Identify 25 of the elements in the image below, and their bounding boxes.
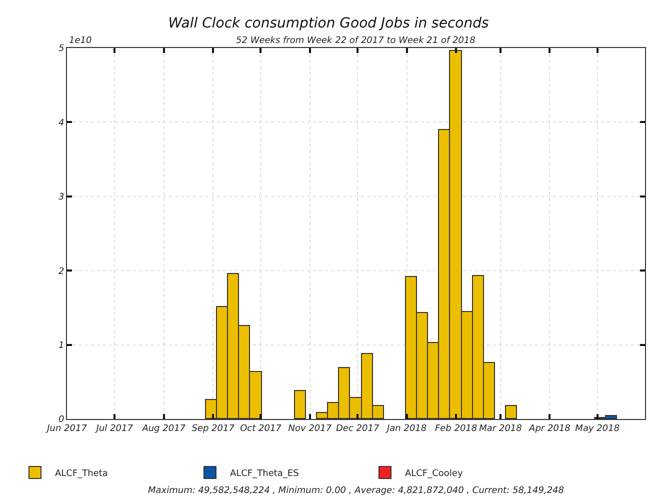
x-tick-label: Jun 2017 [45, 424, 88, 434]
legend-label: ALCF_Theta_ES [230, 468, 300, 479]
text: Maximum: 49,582,548,224 , Minimum: 0.00 , Average: 4,821,872,040 , Current: 58,149,248 [148, 486, 564, 496]
chart-title: Wall Clock consumption Good Jobs in seconds [168, 15, 489, 32]
y-tick-label: 2 [58, 266, 64, 277]
chart-subtitle: 52 Weeks from Week 22 of 2017 to Week 21 of 2018 [236, 36, 476, 46]
x-tick-label: Mar 2018 [479, 424, 522, 434]
y-tick-label: 3 [58, 192, 64, 203]
y-tick-label: 5 [58, 44, 64, 54]
x-tick-label: Dec 2017 [336, 424, 380, 434]
x-tick-label: Sep 2017 [192, 424, 235, 434]
x-tick-label: Oct 2017 [240, 424, 282, 434]
x-tick-label: Nov 2017 [288, 424, 332, 434]
x-tick-label: Aug 2017 [141, 424, 186, 434]
x-tick-label: Jan 2018 [384, 424, 427, 434]
x-tick-label: Feb 2018 [434, 424, 478, 434]
y-tick-label: 0 [58, 415, 64, 426]
y-tick-label: 1 [58, 340, 64, 351]
x-tick-label: Apr 2018 [528, 424, 571, 434]
x-tick-label: May 2018 [575, 424, 620, 434]
legend-label: ALCF_Cooley [404, 468, 464, 479]
text: 1e10 [69, 36, 92, 46]
x-tick-label: Jul 2017 [94, 424, 134, 434]
y-tick-label: 4 [58, 118, 64, 128]
legend-label: ALCF_Theta [54, 468, 108, 479]
